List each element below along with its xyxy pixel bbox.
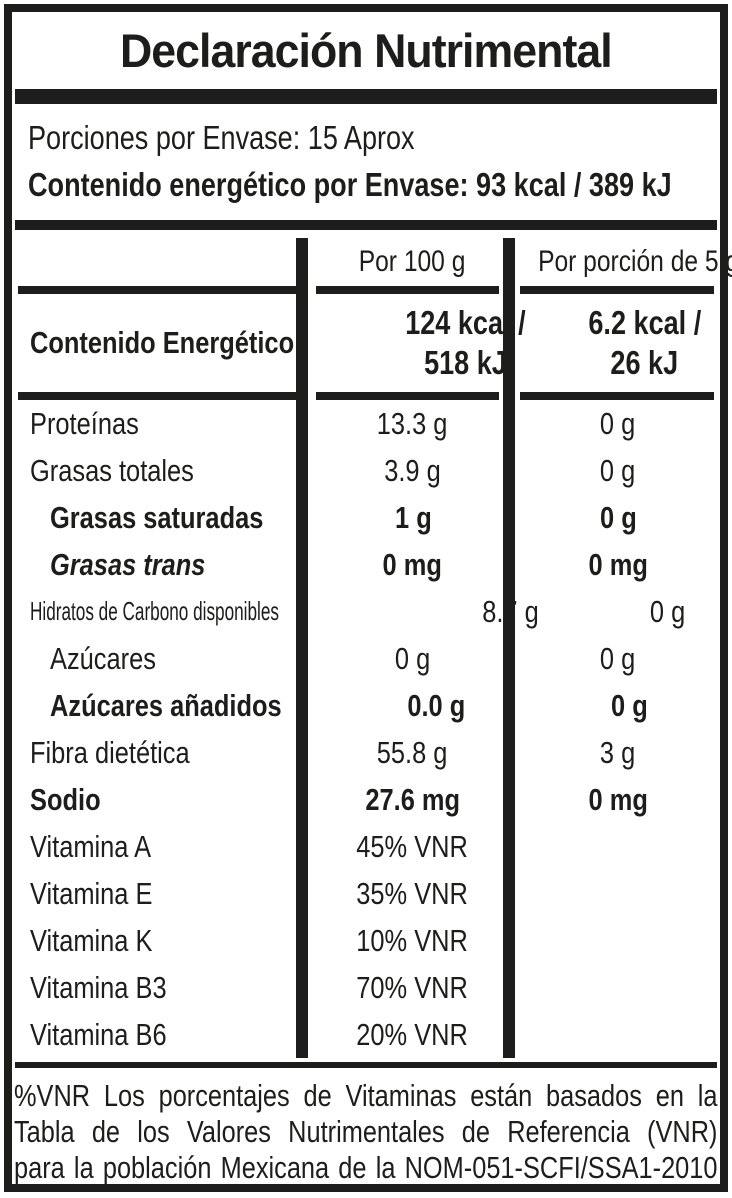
energy-label-cell: Contenido Energético: xyxy=(12,325,362,361)
row-grasas-saturadas: Grasas saturadas 1 g 0 g xyxy=(12,494,720,541)
label-content: Declaración Nutrimental Porciones por En… xyxy=(12,12,732,1184)
footnote-divider xyxy=(15,1062,717,1068)
footnote-line-1: %VNR Los porcentajes de Vitaminas están … xyxy=(14,1077,718,1113)
energy-per-100g-cell: 124 kcal / 518 kJ xyxy=(405,304,527,382)
per-100g-value: 70% VNR xyxy=(356,969,469,1005)
per-100g-value: 13.3 g xyxy=(377,405,448,441)
row-vitamina-a: Vitamina A 45% VNR xyxy=(12,823,720,870)
nutrient-name: Vitamina A xyxy=(30,828,152,864)
servings-line: Porciones por Envase: 15 Aprox xyxy=(28,114,720,161)
page-title: Declaración Nutrimental xyxy=(120,23,613,77)
per-100g-value: 35% VNR xyxy=(356,875,469,911)
nutrient-name: Proteínas xyxy=(30,405,139,441)
per-100g-value: 1 g xyxy=(395,499,433,535)
nutrient-name: Grasas trans xyxy=(50,546,206,582)
per-100g-value: 0 g xyxy=(394,640,431,676)
row-sodio: Sodio 27.6 mg 0 mg xyxy=(12,776,720,823)
energy-per-package-text: Contenido energético por Envase: 93 kcal… xyxy=(28,166,672,204)
vnr-footnote: %VNR Los porcentajes de Vitaminas están … xyxy=(12,1068,720,1184)
energy-per-package-line: Contenido energético por Envase: 93 kcal… xyxy=(28,161,720,208)
footnote-line-2: Tabla de los Valores Nutrimentales de Re… xyxy=(14,1113,718,1149)
per-portion-value: 0 mg xyxy=(588,546,648,582)
per-portion-value: 0 mg xyxy=(588,781,648,817)
row-azucares: Azúcares 0 g 0 g xyxy=(12,635,720,682)
per-portion-value: 0 g xyxy=(600,640,636,676)
divider-bar-info xyxy=(15,220,717,231)
header-per-portion: Por porción de 5 g xyxy=(538,245,732,279)
per-portion-value: 3 g xyxy=(600,734,636,770)
per-portion-value: 0 g xyxy=(611,687,649,723)
energy-label: Contenido Energético: xyxy=(30,325,303,361)
per-100g-value: 0.0 g xyxy=(407,687,466,723)
per-100g-value: 55.8 g xyxy=(377,734,448,770)
divider-bar-top xyxy=(15,88,717,105)
column-divider-right xyxy=(503,238,515,1059)
row-vitamina-b3: Vitamina B3 70% VNR xyxy=(12,964,720,1011)
nutrient-name: Sodio xyxy=(30,781,101,817)
nutrient-name: Azúcares xyxy=(50,640,156,676)
row-vitamina-b6: Vitamina B6 20% VNR xyxy=(12,1011,720,1058)
nutrient-name: Vitamina B6 xyxy=(30,1016,167,1052)
per-portion-value: 0 g xyxy=(649,593,685,629)
per-100g-value: 3.9 g xyxy=(384,452,441,488)
per-100g-value: 27.6 mg xyxy=(365,781,460,817)
table-header-row: Por 100 g Por porción de 5 g xyxy=(12,238,732,286)
row-hidratos-carbono: Hidratos de Carbono disponibles 8.7 g 0 … xyxy=(12,588,720,635)
row-vitamina-k: Vitamina K 10% VNR xyxy=(12,917,720,964)
nutrient-name: Azúcares añadidos xyxy=(50,687,282,723)
footnote-line-3: para la población Mexicana de la NOM-051… xyxy=(14,1149,718,1184)
row-vitamina-e: Vitamina E 35% VNR xyxy=(12,870,720,917)
column-divider-left xyxy=(296,238,308,1059)
nutrient-name: Fibra dietética xyxy=(30,734,190,770)
nutrient-name: Grasas saturadas xyxy=(50,499,264,535)
nutrient-name: Vitamina K xyxy=(30,922,153,958)
per-100g-value: 20% VNR xyxy=(356,1016,469,1052)
per-portion-value: 0 g xyxy=(600,405,636,441)
energy-per-portion-cell: 6.2 kcal / 26 kJ xyxy=(588,304,702,382)
nutrient-name: Vitamina B3 xyxy=(30,969,167,1005)
header-underline xyxy=(12,286,720,295)
row-grasas-trans: Grasas trans 0 mg 0 mg xyxy=(12,541,720,588)
nutrient-name: Hidratos de Carbono disponibles xyxy=(30,596,279,627)
energy-row: Contenido Energético: 124 kcal / 518 kJ … xyxy=(12,294,720,392)
per-100g-value: 10% VNR xyxy=(356,922,469,958)
title-section: Declaración Nutrimental xyxy=(12,12,720,89)
header-per-100g: Por 100 g xyxy=(359,245,466,279)
row-fibra-dietetica: Fibra dietética 55.8 g 3 g xyxy=(12,729,720,776)
nutrition-table: Por 100 g Por porción de 5 g Contenido E… xyxy=(12,238,732,1059)
energy-underline xyxy=(12,392,720,401)
row-azucares-anadidos: Azúcares añadidos 0.0 g 0 g xyxy=(12,682,720,729)
per-100g-value: 45% VNR xyxy=(356,828,469,864)
per-portion-value: 0 g xyxy=(600,499,637,535)
per-100g-value: 0 mg xyxy=(382,546,443,582)
per-100g-value: 8.7 g xyxy=(482,593,539,629)
servings-text: Porciones por Envase: 15 Aprox xyxy=(28,119,415,157)
per-portion-value: 0 g xyxy=(600,452,636,488)
package-info-section: Porciones por Envase: 15 Aprox Contenido… xyxy=(12,104,720,220)
nutrient-name: Grasas totales xyxy=(30,452,194,488)
nutrient-name: Vitamina E xyxy=(30,875,153,911)
label-border: Declaración Nutrimental Porciones por En… xyxy=(4,4,732,1192)
row-grasas-totales: Grasas totales 3.9 g 0 g xyxy=(12,447,720,494)
row-proteinas: Proteínas 13.3 g 0 g xyxy=(12,400,720,447)
